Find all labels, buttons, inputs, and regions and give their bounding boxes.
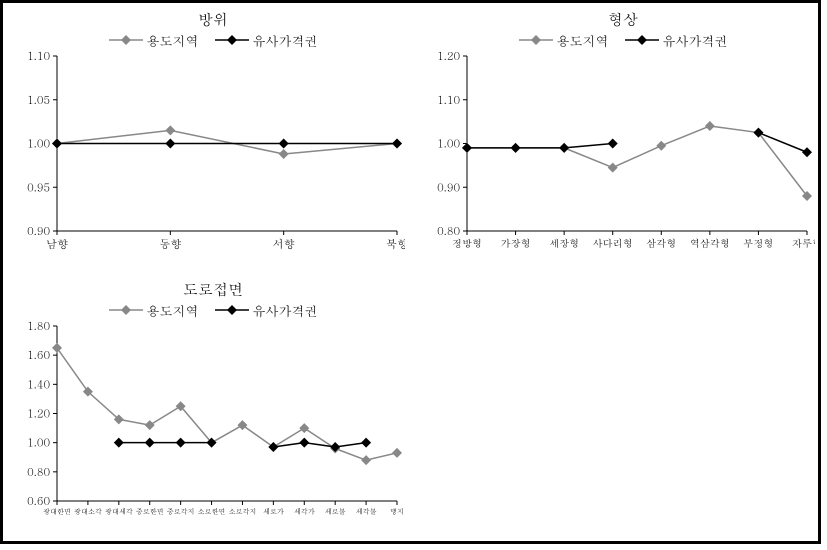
chart-title-bl: 도로접면: [13, 279, 413, 300]
chart-svg-bl: 0.600.801.001.201.401.601.80광대한면광대소각광대세각…: [13, 320, 405, 521]
legend-label: 용도지역: [147, 301, 199, 320]
svg-text:사다리형: 사다리형: [593, 236, 633, 250]
legend-label: 용도지역: [557, 31, 609, 50]
legend-label: 유사가격권: [253, 31, 318, 50]
svg-text:소로각지: 소로각지: [228, 506, 256, 516]
svg-text:1.80: 1.80: [27, 320, 50, 334]
svg-text:0.95: 0.95: [27, 180, 50, 195]
legend-swatch: [215, 35, 249, 45]
svg-text:1.00: 1.00: [27, 136, 50, 151]
legend-tl: 용도지역 유사가격권: [13, 30, 413, 50]
svg-text:중로한면: 중로한면: [136, 506, 164, 516]
svg-text:세각불: 세각불: [356, 506, 377, 516]
svg-text:0.90: 0.90: [437, 180, 460, 195]
svg-text:1.00: 1.00: [27, 435, 50, 450]
svg-text:서향: 서향: [273, 237, 295, 252]
legend-item: 용도지역: [519, 31, 609, 50]
legend-swatch: [109, 35, 143, 45]
legend-swatch: [625, 35, 659, 45]
svg-text:역삼각형: 역삼각형: [690, 236, 730, 250]
svg-text:정방형: 정방형: [452, 236, 482, 250]
svg-text:광대세각: 광대세각: [105, 506, 133, 516]
svg-text:세장형: 세장형: [549, 236, 579, 250]
svg-text:부정형: 부정형: [743, 236, 773, 250]
svg-text:세로가: 세로가: [263, 506, 284, 516]
svg-text:삼각형: 삼각형: [646, 236, 676, 250]
svg-text:1.20: 1.20: [437, 50, 460, 64]
svg-text:가장형: 가장형: [501, 236, 531, 250]
svg-text:남향: 남향: [46, 237, 68, 252]
svg-text:세로불: 세로불: [325, 506, 346, 516]
svg-text:1.10: 1.10: [437, 92, 460, 107]
legend-label: 용도지역: [147, 31, 199, 50]
panel-tl: 방위 용도지역유사가격권 0.900.951.001.051.10남향동향서향북…: [13, 9, 413, 253]
legend-label: 유사가격권: [663, 31, 728, 50]
legend-tr: 용도지역 유사가격권: [423, 30, 823, 50]
chart-svg-tr: 0.800.901.001.101.20정방형가장형세장형사다리형삼각형역삼각형…: [423, 50, 815, 253]
chart-svg-tl: 0.900.951.001.051.10남향동향서향북향: [13, 50, 405, 253]
legend-bl: 용도지역 유사가격권: [13, 300, 413, 320]
legend-item: 유사가격권: [215, 301, 318, 320]
legend-swatch: [215, 305, 249, 315]
legend-item: 유사가격권: [215, 31, 318, 50]
legend-swatch: [519, 35, 553, 45]
legend-item: 용도지역: [109, 31, 199, 50]
svg-text:동향: 동향: [159, 237, 181, 252]
chart-title-tl: 방위: [13, 9, 413, 30]
svg-text:1.00: 1.00: [437, 136, 460, 151]
svg-text:세각가: 세각가: [294, 506, 315, 516]
legend-item: 유사가격권: [625, 31, 728, 50]
svg-text:1.60: 1.60: [27, 348, 50, 363]
chart-title-tr: 형상: [423, 9, 823, 30]
svg-text:1.10: 1.10: [27, 50, 50, 64]
panel-bl: 도로접면 용도지역유사가격권 0.600.801.001.201.401.601…: [13, 279, 413, 521]
legend-swatch: [109, 305, 143, 315]
svg-text:맹지: 맹지: [390, 506, 404, 516]
svg-text:광대소각: 광대소각: [74, 506, 102, 516]
svg-text:1.40: 1.40: [27, 377, 50, 392]
svg-text:1.20: 1.20: [27, 406, 50, 421]
svg-text:소로한면: 소로한면: [198, 506, 226, 516]
svg-text:1.05: 1.05: [27, 92, 50, 107]
svg-text:중로각지: 중로각지: [167, 506, 195, 516]
svg-text:북향: 북향: [386, 237, 405, 252]
svg-text:0.80: 0.80: [27, 464, 50, 479]
legend-label: 유사가격권: [253, 301, 318, 320]
legend-item: 용도지역: [109, 301, 199, 320]
panel-tr: 형상 용도지역유사가격권 0.800.901.001.101.20정방형가장형세…: [423, 9, 823, 253]
svg-text:자루형: 자루형: [792, 236, 815, 250]
svg-text:광대한면: 광대한면: [43, 506, 71, 516]
figure-container: 방위 용도지역유사가격권 0.900.951.001.051.10남향동향서향북…: [0, 0, 821, 544]
